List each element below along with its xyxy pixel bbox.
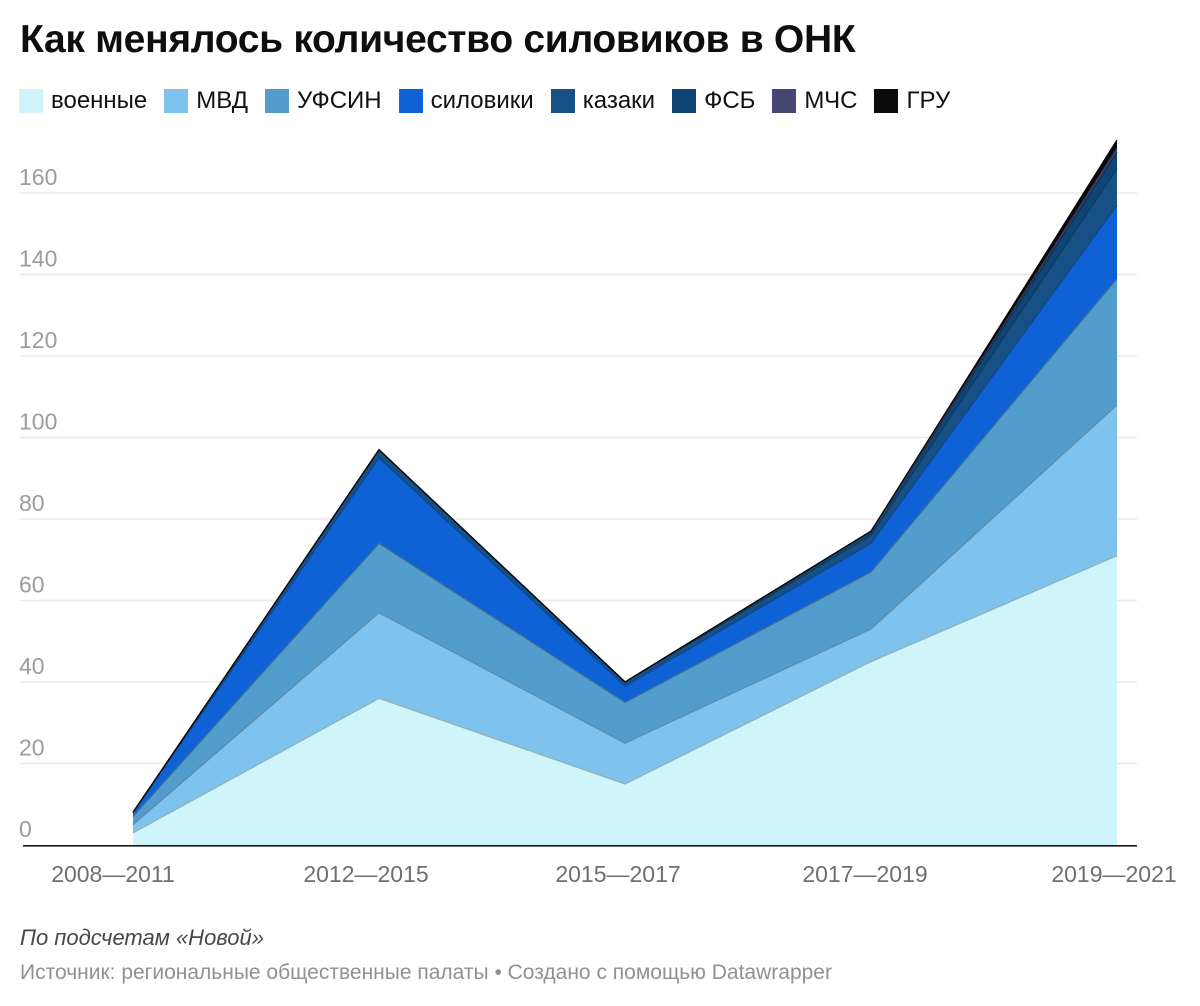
legend-swatch-icon xyxy=(874,89,899,113)
y-axis-tick-label: 120 xyxy=(19,327,57,353)
legend-item-mchs: МЧС xyxy=(772,87,857,115)
legend-item-voennye: военные xyxy=(19,87,147,115)
legend-item-ufsin: УФСИН xyxy=(265,87,382,115)
legend-item-label: МЧС xyxy=(804,87,858,114)
area-ufsin xyxy=(133,278,1117,825)
x-axis-tick-label: 2015—2017 xyxy=(555,861,680,887)
legend-swatch-icon xyxy=(772,89,797,113)
x-axis-tick-label: 2008—2011 xyxy=(51,861,175,887)
y-axis-tick-label: 160 xyxy=(19,164,57,190)
area-top-edge-voennye xyxy=(132,555,1118,834)
area-voennye xyxy=(133,555,1117,845)
area-kazaki xyxy=(133,168,1117,813)
y-axis-tick-label: 20 xyxy=(19,735,45,761)
legend-item-gru: ГРУ xyxy=(874,87,950,115)
legend-item-label: ФСБ xyxy=(704,87,756,114)
legend-item-fsb: ФСБ xyxy=(672,87,755,115)
legend-item-mvd: МВД xyxy=(164,87,248,115)
area-mvd xyxy=(133,404,1117,833)
legend: военные МВД УФСИН силовики казаки ФСБ МЧС ГРУ xyxy=(19,87,950,115)
y-axis-tick-label: 80 xyxy=(19,490,45,516)
x-axis-tick-label: 2017—2019 xyxy=(802,861,927,887)
y-axis-tick-label: 60 xyxy=(19,572,45,598)
legend-swatch-icon xyxy=(265,89,290,113)
stacked-area-chart: 0 20 40 60 80 100 120 140 160 2008—2011 2012—2015 2… xyxy=(19,139,1177,887)
byline: По подсчетам «Новой» xyxy=(20,925,265,950)
legend-item-label: казаки xyxy=(582,87,656,114)
y-axis-tick-label: 40 xyxy=(19,653,45,679)
area-top-edge-siloviki xyxy=(132,204,1118,813)
legend-swatch-icon xyxy=(672,89,697,113)
legend-swatch-icon xyxy=(550,89,575,113)
area-siloviki xyxy=(133,205,1117,817)
area-top-edge-gru xyxy=(132,139,1118,813)
legend-item-label: ГРУ xyxy=(906,87,951,114)
legend-item-kazaki: казаки xyxy=(550,87,656,115)
legend-swatch-icon xyxy=(164,89,189,113)
legend-item-label: УФСИН xyxy=(297,87,382,114)
y-axis-tick-label: 0 xyxy=(19,816,32,842)
legend-swatch-icon xyxy=(19,89,43,113)
x-axis-tick-label: 2019—2021 xyxy=(1051,861,1176,887)
legend-item-label: силовики xyxy=(430,87,534,114)
y-axis-tick-label: 100 xyxy=(19,409,57,435)
legend-item-label: военные xyxy=(51,87,148,114)
source-credit: Источник: региональные общественные пала… xyxy=(20,961,832,984)
chart-title: Как менялось количество силовиков в ОНК xyxy=(20,18,856,61)
area-top-edge-ufsin xyxy=(132,278,1118,817)
area-top-edge-mvd xyxy=(132,404,1118,826)
x-axis-tick-label: 2012—2015 xyxy=(303,861,428,887)
legend-item-label: МВД xyxy=(196,87,249,114)
legend-item-siloviki: силовики xyxy=(398,87,534,115)
y-axis-tick-label: 140 xyxy=(19,246,57,272)
legend-swatch-icon xyxy=(398,89,423,113)
